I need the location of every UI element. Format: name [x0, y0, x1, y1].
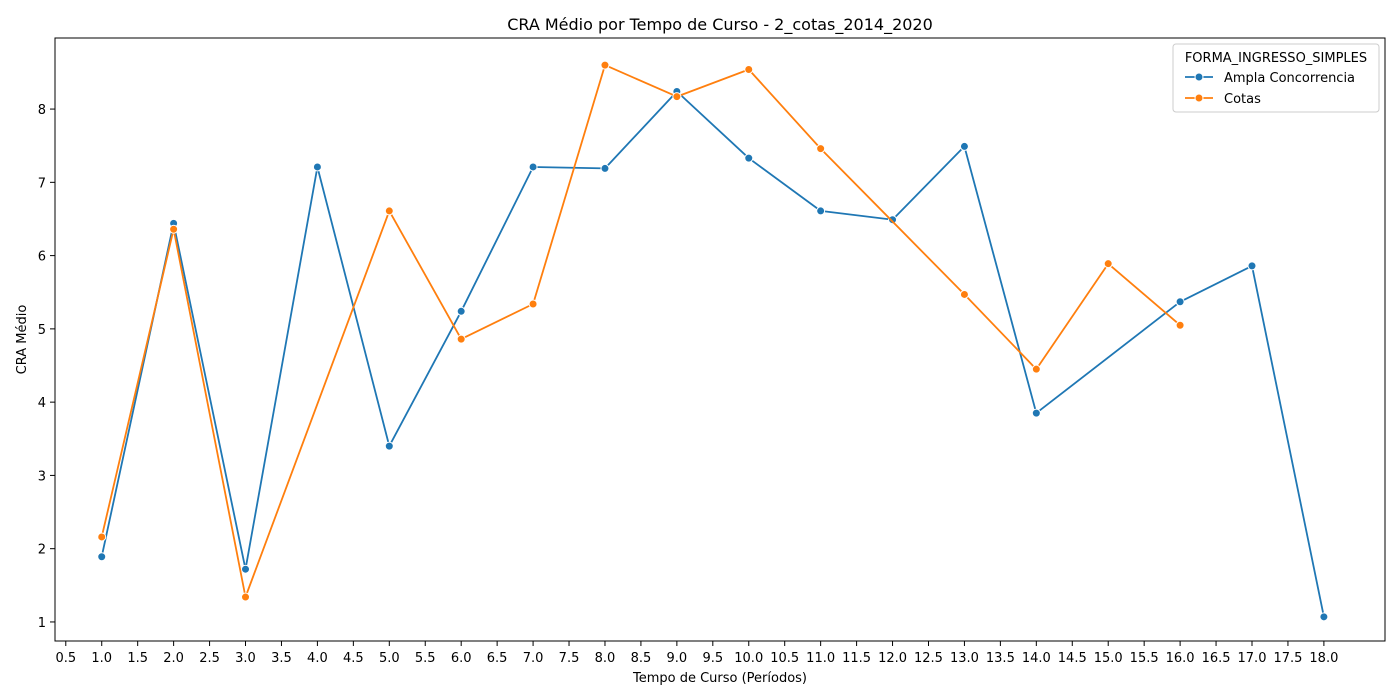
x-tick-label: 10.5: [770, 651, 799, 666]
x-tick-label: 3.0: [235, 651, 256, 666]
legend-item-0: Ampla Concorrencia: [1185, 71, 1355, 86]
plot-frame: [54, 37, 1386, 642]
x-axis: 0.5 1.0 1.5 2.0 2.5 3.0 3.5 4.0 4.5 5.0 5.5 6.0 6.5 7…: [55, 641, 1338, 666]
x-tick-label: 11.5: [842, 651, 871, 666]
data-point: [816, 206, 826, 216]
data-point: [97, 532, 107, 542]
data-point: [528, 162, 538, 172]
x-tick-label: 3.5: [271, 651, 292, 666]
x-tick-label: 5.0: [379, 651, 400, 666]
data-point: [744, 65, 754, 75]
y-axis-label: CRA Médio: [15, 305, 30, 375]
plot-area: [54, 37, 1386, 642]
x-tick-label: 11.0: [806, 651, 835, 666]
data-point: [456, 334, 466, 344]
x-tick-label: 5.5: [415, 651, 436, 666]
data-point: [97, 552, 107, 562]
y-tick-label: 4: [38, 396, 46, 411]
data-point: [600, 163, 610, 173]
legend-marker: [1194, 72, 1204, 82]
data-point: [672, 92, 682, 102]
series-line: [100, 64, 1181, 598]
data-point: [1031, 364, 1041, 374]
x-tick-label: 7.5: [559, 651, 580, 666]
x-tick-label: 4.0: [307, 651, 328, 666]
y-tick-label: 5: [38, 323, 46, 338]
data-point: [1031, 408, 1041, 418]
legend-label: Cotas: [1224, 92, 1261, 107]
x-axis-label: Tempo de Curso (Períodos): [632, 671, 807, 686]
x-tick-label: 12.0: [878, 651, 907, 666]
x-tick-label: 2.5: [199, 651, 220, 666]
series-1: [97, 60, 1185, 602]
series-0: [97, 86, 1329, 622]
legend-box: [1172, 43, 1380, 113]
x-tick-label: 16.5: [1202, 651, 1231, 666]
data-point: [384, 441, 394, 451]
y-tick-label: 2: [38, 543, 46, 558]
data-point: [528, 299, 538, 309]
data-point: [959, 141, 969, 151]
x-tick-label: 2.0: [163, 651, 184, 666]
data-point: [241, 592, 251, 602]
series-line: [100, 90, 1325, 617]
x-tick-label: 4.5: [343, 651, 364, 666]
data-point: [744, 153, 754, 163]
data-point: [816, 144, 826, 154]
x-tick-label: 9.5: [702, 651, 723, 666]
data-point: [600, 60, 610, 70]
legend-items: Ampla Concorrencia Cotas: [1185, 71, 1355, 107]
data-point: [1103, 259, 1113, 269]
x-tick-label: 7.0: [523, 651, 544, 666]
x-tick-label: 8.0: [595, 651, 616, 666]
legend-title: FORMA_INGRESSO_SIMPLES: [1185, 51, 1367, 66]
data-point: [1247, 261, 1257, 271]
y-tick-label: 6: [38, 250, 46, 265]
data-point: [384, 206, 394, 216]
x-tick-label: 15.0: [1094, 651, 1123, 666]
x-tick-label: 16.0: [1166, 651, 1195, 666]
data-point: [312, 162, 322, 172]
y-tick-label: 3: [38, 469, 46, 484]
x-tick-label: 8.5: [631, 651, 652, 666]
x-tick-label: 15.5: [1130, 651, 1159, 666]
y-axis: 1 2 3 4 5 6 7 8: [38, 103, 55, 631]
x-tick-label: 18.0: [1309, 651, 1338, 666]
data-point: [1175, 320, 1185, 330]
x-tick-label: 17.0: [1238, 651, 1267, 666]
x-tick-label: 10.0: [734, 651, 763, 666]
data-point: [959, 289, 969, 299]
legend-item-1: Cotas: [1185, 92, 1261, 107]
y-tick-label: 1: [38, 616, 46, 631]
legend: FORMA_INGRESSO_SIMPLES Ampla Concorrenci…: [1172, 43, 1380, 113]
legend-marker: [1194, 93, 1204, 103]
chart-title: CRA Médio por Tempo de Curso - 2_cotas_2…: [507, 15, 933, 35]
x-tick-label: 14.5: [1058, 651, 1087, 666]
legend-label: Ampla Concorrencia: [1224, 71, 1355, 86]
data-point: [169, 224, 179, 234]
y-tick-label: 7: [38, 176, 46, 191]
x-tick-label: 0.5: [55, 651, 76, 666]
data-point: [1175, 297, 1185, 307]
x-tick-label: 13.0: [950, 651, 979, 666]
x-tick-label: 6.5: [487, 651, 508, 666]
x-tick-label: 1.5: [127, 651, 148, 666]
x-tick-label: 13.5: [986, 651, 1015, 666]
x-tick-label: 6.0: [451, 651, 472, 666]
x-tick-label: 9.0: [667, 651, 688, 666]
x-tick-label: 1.0: [91, 651, 112, 666]
x-tick-label: 17.5: [1273, 651, 1302, 666]
y-tick-label: 8: [38, 103, 46, 118]
data-point: [888, 215, 898, 225]
x-tick-label: 12.5: [914, 651, 943, 666]
data-point: [241, 564, 251, 574]
x-tick-label: 14.0: [1022, 651, 1051, 666]
series-group: [97, 60, 1329, 622]
data-point: [456, 306, 466, 316]
data-point: [1319, 612, 1329, 622]
